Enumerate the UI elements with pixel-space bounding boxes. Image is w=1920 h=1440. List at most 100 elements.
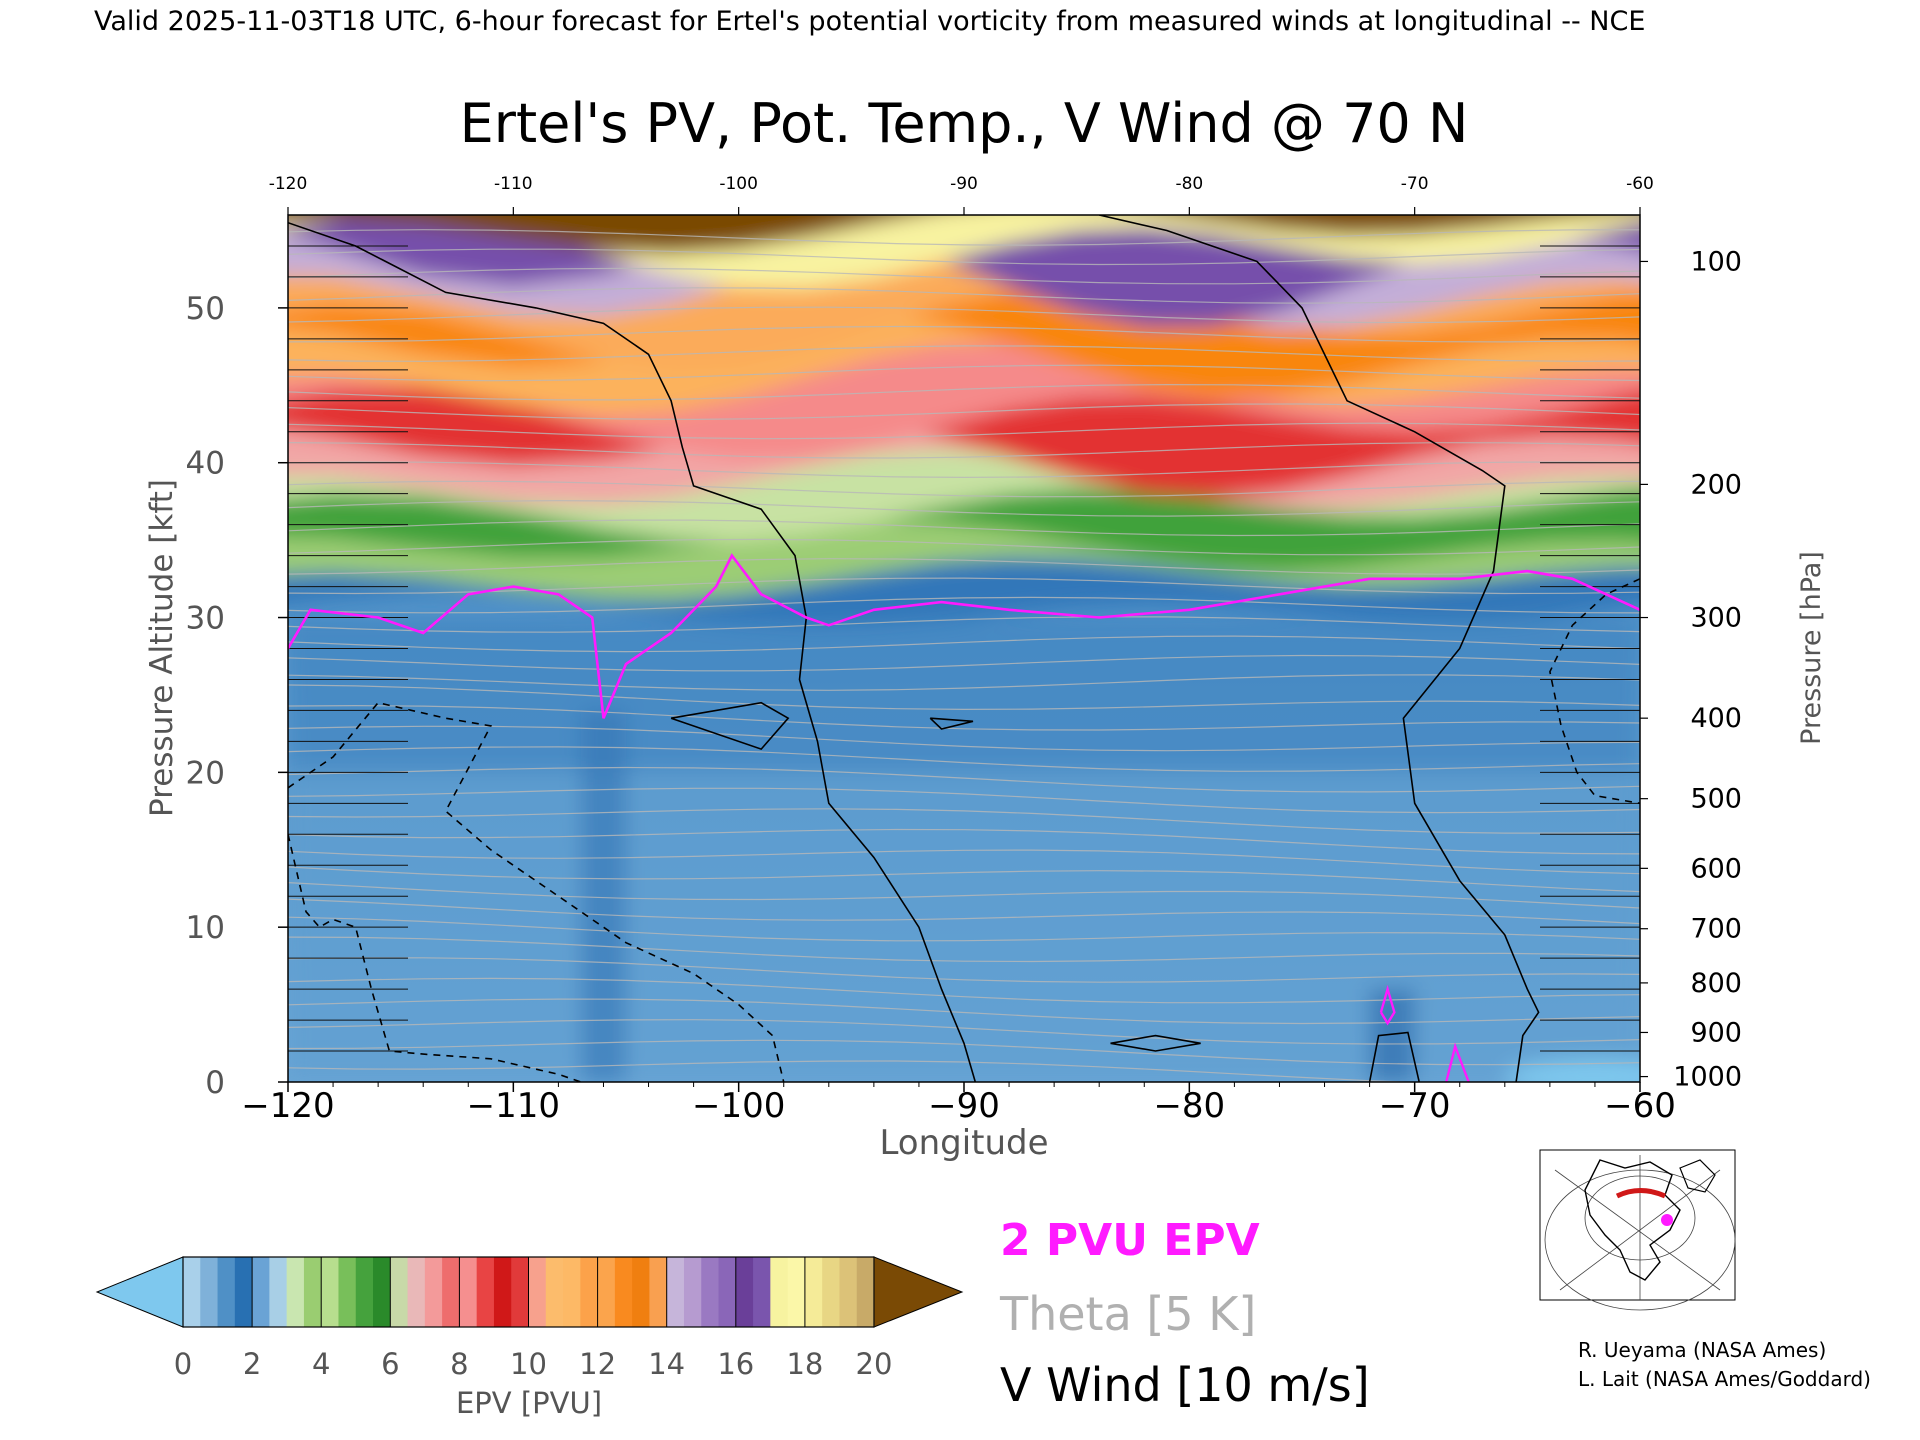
colorbar-swatch xyxy=(770,1257,789,1327)
colorbar-swatch xyxy=(580,1257,599,1327)
y-tick-label: 0 xyxy=(205,1065,225,1101)
colorbar-tick-label: 6 xyxy=(381,1347,399,1381)
colorbar-tick-label: 12 xyxy=(579,1347,616,1381)
theta-contour xyxy=(288,746,1640,772)
colorbar-swatch xyxy=(183,1257,201,1327)
x-tick-label: −70 xyxy=(1379,1086,1451,1126)
theta-contour xyxy=(288,538,1640,556)
colorbar-swatch xyxy=(252,1257,270,1327)
theta-contour xyxy=(288,828,1640,855)
credit-line-2: L. Lait (NASA Ames/Goddard) xyxy=(1578,1367,1871,1391)
top-tick-label: -90 xyxy=(950,174,978,194)
vwind-contours xyxy=(288,215,1640,1082)
theta-contour xyxy=(288,248,1640,266)
chart-title: Ertel's PV, Pot. Temp., V Wind @ 70 N xyxy=(460,92,1469,155)
colorbar-tick-label: 4 xyxy=(312,1347,330,1381)
vwind-contour xyxy=(288,221,977,1082)
theta-contour xyxy=(288,229,1640,246)
theta-contour xyxy=(288,849,1640,875)
pressure-tick-label: 700 xyxy=(1690,914,1742,945)
pressure-tick-label: 1000 xyxy=(1673,1062,1742,1093)
colorbar-tick-label: 8 xyxy=(450,1347,468,1381)
colorbar-swatch xyxy=(528,1257,547,1327)
colorbar-swatch xyxy=(442,1257,460,1327)
top-tick-label: -110 xyxy=(494,174,533,194)
continent-outline xyxy=(1679,1159,1716,1193)
locator-map xyxy=(1539,1149,1736,1311)
pv-2pvu-contour xyxy=(1445,1042,1470,1082)
colorbar-swatch xyxy=(321,1257,340,1327)
x-tick-label: −90 xyxy=(928,1086,1000,1126)
colorbar-swatch xyxy=(338,1257,357,1327)
colorbar-swatch xyxy=(649,1257,668,1327)
continent-outline xyxy=(1584,1159,1681,1281)
x-tick-label: −120 xyxy=(241,1086,334,1126)
theta-contour xyxy=(288,977,1640,1004)
top-x-axis: -120 -110 -100 -90 -80 -70 -60 xyxy=(269,174,1654,215)
theta-contour xyxy=(288,936,1640,963)
theta-contour xyxy=(288,787,1640,814)
y-tick-label: 30 xyxy=(186,601,225,637)
colorbar-swatch xyxy=(373,1257,391,1327)
theta-contour xyxy=(288,577,1640,595)
theta-contour xyxy=(288,866,1640,893)
theta-contour xyxy=(288,558,1640,575)
theta-contour xyxy=(288,654,1640,672)
vwind-contour xyxy=(1110,1034,1201,1052)
colorbar-tick-label: 10 xyxy=(510,1347,547,1381)
colorbar-swatch xyxy=(355,1257,374,1327)
colorbar-over-arrow xyxy=(873,1256,964,1328)
colorbar-swatch xyxy=(753,1257,771,1327)
legend-pv-entry: 2 PVU EPV xyxy=(1000,1215,1260,1266)
theta-contour xyxy=(288,306,1640,324)
vwind-contour xyxy=(1099,215,1540,1082)
locator-map-frame xyxy=(1539,1149,1736,1301)
colorbar-swatch xyxy=(804,1257,823,1327)
pv-shading-band xyxy=(1504,1059,1640,1082)
colorbar-swatch xyxy=(269,1257,288,1327)
vwind-contour xyxy=(1549,578,1640,805)
theta-contour xyxy=(288,267,1640,285)
pv-2pvu-contour xyxy=(1379,984,1396,1026)
colorbar-swatch xyxy=(424,1257,443,1327)
theta-contour xyxy=(288,808,1640,834)
colorbar-tick-label: 14 xyxy=(648,1347,685,1381)
y-tick-label: 20 xyxy=(186,755,225,791)
colorbar-swatch xyxy=(217,1257,236,1327)
y-tick-label: 10 xyxy=(186,910,225,946)
pressure-tick-label: 200 xyxy=(1690,469,1742,500)
theta-contour xyxy=(288,325,1640,343)
colorbar: 0 2 4 6 8 10 12 14 16 18 20 xyxy=(95,1256,964,1381)
theta-contour xyxy=(288,684,1640,711)
colorbar-swatch xyxy=(476,1257,495,1327)
colorbar-swatch xyxy=(459,1257,478,1327)
theta-contour xyxy=(288,998,1640,1025)
top-tick-label: -100 xyxy=(719,174,758,194)
vwind-contour xyxy=(1368,1031,1420,1082)
top-tick-label: -120 xyxy=(269,174,308,194)
colorbar-swatch xyxy=(839,1257,858,1327)
colorbar-swatch xyxy=(597,1257,616,1327)
top-tick-label: -70 xyxy=(1401,174,1429,194)
valid-time-header: Valid 2025-11-03T18 UTC, 6-hour forecast… xyxy=(94,6,1645,37)
legend-vwind-entry: V Wind [10 m/s] xyxy=(1000,1358,1370,1412)
theta-contour xyxy=(288,704,1640,731)
colorbar-swatch xyxy=(614,1257,633,1327)
section-track xyxy=(1615,1188,1667,1199)
colorbar-swatch xyxy=(200,1257,219,1327)
pressure-tick-label: 800 xyxy=(1690,968,1742,999)
bottom-x-axis: −120 −110 −100 −90 −80 −70 −60 xyxy=(241,1082,1676,1126)
colorbar-swatch xyxy=(545,1257,564,1327)
legend-theta-entry: Theta [5 K] xyxy=(999,1287,1256,1341)
credit-line-1: R. Ueyama (NASA Ames) xyxy=(1578,1338,1826,1362)
location-marker xyxy=(1661,1214,1673,1226)
colorbar-swatch xyxy=(701,1257,720,1327)
colorbar-swatch xyxy=(511,1257,530,1327)
colorbar-swatch xyxy=(856,1257,875,1327)
theta-contour xyxy=(288,383,1640,401)
colorbar-tick-label: 20 xyxy=(856,1347,893,1381)
pv-shading-band xyxy=(288,772,1640,1082)
pv-2pvu-contour xyxy=(288,553,1640,719)
vwind-contour xyxy=(288,834,582,1082)
